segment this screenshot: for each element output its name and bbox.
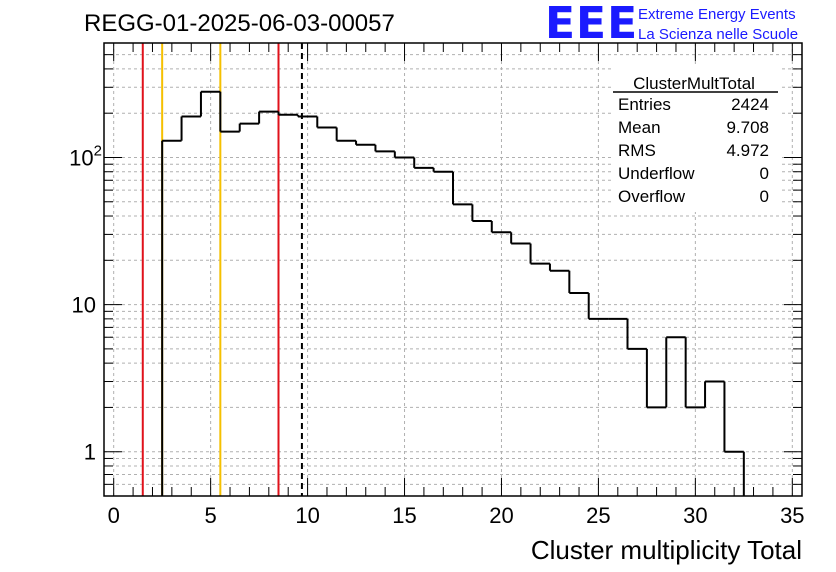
- stats-value: 9.708: [726, 118, 769, 137]
- x-tick-label: 0: [108, 503, 120, 528]
- stats-label: RMS: [618, 141, 656, 160]
- y-tick-label: 10: [72, 293, 96, 318]
- eee-logo-mark: EEE: [545, 0, 639, 49]
- y-tick-label: 102: [69, 142, 102, 170]
- chart-title: REGG-01-2025-06-03-00057: [84, 10, 395, 37]
- stats-label: Entries: [618, 95, 671, 114]
- plot-frame: [103, 42, 803, 497]
- stats-box-background: [613, 66, 780, 212]
- stats-box: ClusterMultTotal Entries 2424 Mean 9.708 RMS…: [613, 66, 780, 212]
- x-tick-label: 30: [683, 503, 707, 528]
- x-tick-label: 20: [489, 503, 513, 528]
- stats-value: 2424: [731, 95, 769, 114]
- x-tick-label: 15: [392, 503, 416, 528]
- x-tick-label: 10: [295, 503, 319, 528]
- tick-labels: 0 5 10 15 20 25 30 35 1 10 102: [69, 142, 804, 528]
- x-axis-label: Cluster multiplicity Total: [531, 535, 802, 565]
- logo-line-1: Extreme Energy Events: [638, 6, 796, 23]
- stats-label: Mean: [618, 118, 661, 137]
- stats-name: ClusterMultTotal: [633, 74, 755, 93]
- y-tick-label: 1: [84, 440, 96, 465]
- axis-ticks: [104, 42, 802, 497]
- stats-label: Underflow: [618, 164, 695, 183]
- stats-value: 0: [760, 187, 769, 206]
- stats-value: 4.972: [726, 141, 769, 160]
- eee-logo: EEE Extreme Energy Events La Scienza nel…: [545, 2, 835, 46]
- stats-value: 0: [760, 164, 769, 183]
- logo-line-2: La Scienza nelle Scuole: [638, 26, 799, 43]
- x-tick-label: 35: [780, 503, 804, 528]
- x-tick-label: 5: [205, 503, 217, 528]
- histogram-bars: [161, 90, 745, 496]
- x-tick-label: 25: [586, 503, 610, 528]
- stats-label: Overflow: [618, 187, 686, 206]
